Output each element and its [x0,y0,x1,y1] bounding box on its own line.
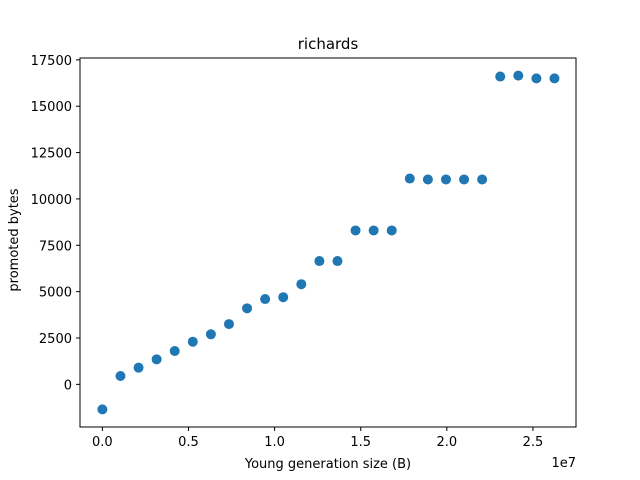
y-tick-label: 7500 [39,239,72,254]
data-point [404,173,415,184]
data-point [296,279,307,290]
data-point [350,225,361,236]
data-point [531,73,542,84]
data-point [314,256,325,267]
data-point [97,404,108,415]
x-tick-label: 2.5 [523,435,544,450]
data-point [549,73,560,84]
x-tick-label: 2.0 [436,435,457,450]
y-axis-label: promoted bytes [7,188,22,291]
y-tick-label: 5000 [39,286,72,301]
data-point [151,354,162,365]
y-tick-label: 2500 [39,332,72,347]
data-point [169,345,180,356]
x-tick-label: 0.5 [178,435,199,450]
chart-title: richards [298,35,359,53]
axes-frame [79,57,577,428]
data-point [422,174,433,185]
y-tick-label: 0 [64,378,72,393]
data-point [459,174,470,185]
plot-area: 0.0 0.5 1.0 1.5 2.0 2.5 0 2500 5000 7500 10000 1250… [31,54,577,450]
x-axis-offset-label: 1e7 [551,456,576,471]
y-tick-label: 10000 [31,193,72,208]
x-tick-label: 1.0 [264,435,285,450]
y-tick-label: 15000 [31,100,72,115]
data-point [223,319,234,330]
data-point [477,174,488,185]
data-point [495,71,506,82]
data-point [440,174,451,185]
data-point [513,70,524,81]
data-point [242,303,253,314]
data-point [187,336,198,347]
data-point [133,362,144,373]
data-point [115,371,126,382]
y-tick-label: 12500 [31,147,72,162]
data-point [368,225,379,236]
data-point [332,256,343,267]
data-point [260,294,271,305]
y-tick-label: 17500 [31,54,72,69]
data-point [205,329,216,340]
x-tick-label: 1.5 [350,435,371,450]
x-axis-label: Young generation size (B) [244,457,411,472]
data-point [278,292,289,303]
x-tick-label: 0.0 [92,435,113,450]
data-point [386,225,397,236]
